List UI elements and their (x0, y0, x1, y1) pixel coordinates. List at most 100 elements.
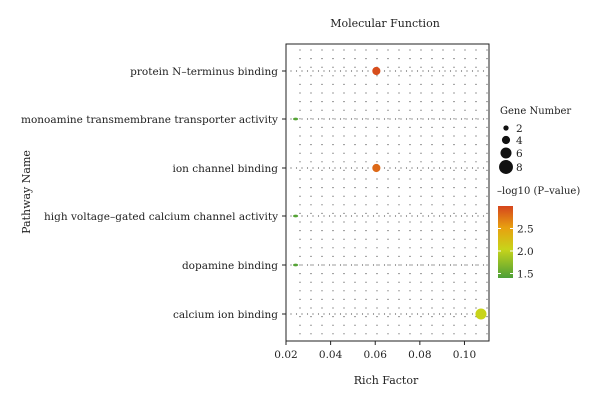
grid-dot (460, 264, 463, 266)
grid-dot (332, 230, 334, 232)
grid-dot (317, 70, 320, 72)
grid-dot (376, 290, 378, 292)
grid-dot (431, 101, 433, 103)
grid-dot (383, 118, 386, 120)
grid-dot (471, 264, 474, 266)
grid-dot (409, 307, 411, 309)
grid-dot (321, 290, 323, 292)
grid-dot (354, 135, 356, 137)
grid-dot (475, 152, 477, 154)
grid-dot (416, 264, 419, 266)
grid-dot (365, 290, 367, 292)
grid-dot (475, 92, 477, 94)
grid-dot (409, 273, 411, 275)
grid-dot (332, 49, 334, 51)
grid-dot (471, 313, 474, 315)
grid-dot (486, 255, 488, 257)
grid-dot (431, 109, 433, 111)
grid-dot (345, 313, 347, 315)
grid-dot (409, 83, 411, 85)
grid-dot (475, 75, 477, 77)
grid-dot (361, 215, 364, 217)
grid-dot (354, 144, 356, 146)
data-point (292, 214, 299, 218)
grid-dot (361, 70, 364, 72)
grid-dot (486, 212, 488, 214)
grid-dot (354, 58, 356, 60)
grid-dot (343, 221, 345, 223)
grid-dot (295, 313, 298, 315)
grid-dot (442, 290, 444, 292)
grid-dot (321, 281, 323, 283)
grid-dot (354, 316, 356, 318)
grid-dot (464, 204, 466, 206)
grid-dot (431, 290, 433, 292)
grid-dot (299, 290, 301, 292)
grid-dot (398, 92, 400, 94)
grid-dot (453, 178, 455, 180)
grid-dot (365, 238, 367, 240)
grid-dot (409, 281, 411, 283)
grid-dot (332, 298, 334, 300)
grid-dot (332, 109, 334, 111)
grid-dot (486, 169, 488, 171)
grid-dot (464, 324, 466, 326)
grid-dot (420, 212, 422, 214)
grid-dot (343, 144, 345, 146)
data-point (292, 263, 299, 267)
grid-dot (376, 58, 378, 60)
grid-dot (343, 316, 345, 318)
grid-dot (442, 66, 444, 68)
grid-dot (299, 58, 301, 60)
grid-dot (449, 70, 452, 72)
grid-dot (310, 298, 312, 300)
grid-dot (345, 70, 347, 72)
grid-dot (464, 221, 466, 223)
size-legend-label: 4 (516, 135, 523, 147)
grid-dot (486, 83, 488, 85)
grid-dot (290, 167, 292, 169)
grid-dot (475, 135, 477, 137)
grid-dot (343, 238, 345, 240)
grid-dot (466, 215, 468, 217)
grid-dot (332, 238, 334, 240)
grid-dot (453, 101, 455, 103)
grid-dot (405, 313, 408, 315)
grid-dot (486, 49, 488, 51)
grid-dot (299, 324, 301, 326)
grid-dot (299, 273, 301, 275)
grid-dot (310, 316, 312, 318)
grid-dot (409, 324, 411, 326)
grid-dot (405, 70, 408, 72)
grid-dot (398, 49, 400, 51)
grid-dot (367, 167, 369, 169)
grid-dot (394, 215, 397, 217)
grid-dot (398, 58, 400, 60)
size-legend-dot (500, 147, 512, 159)
grid-dot (420, 264, 422, 266)
grid-dot (453, 221, 455, 223)
grid-dot (411, 167, 413, 169)
grid-dot (376, 238, 378, 240)
grid-dot (398, 109, 400, 111)
grid-dot (416, 313, 419, 315)
grid-dot (387, 66, 389, 68)
grid-dot (420, 187, 422, 189)
grid-dot (431, 255, 433, 257)
grid-dot (398, 169, 400, 171)
grid-dot (453, 324, 455, 326)
grid-dot (354, 152, 356, 154)
grid-dot (299, 83, 301, 85)
grid-dot (477, 215, 479, 217)
grid-dot (332, 333, 334, 335)
grid-dot (431, 75, 433, 77)
grid-dot (387, 264, 389, 266)
grid-dot (310, 281, 312, 283)
grid-dot (433, 313, 435, 315)
grid-dot (431, 126, 433, 128)
grid-dot (482, 118, 485, 120)
grid-dot (442, 195, 444, 197)
grid-dot (453, 238, 455, 240)
grid-dot (409, 75, 411, 77)
grid-dot (387, 230, 389, 232)
